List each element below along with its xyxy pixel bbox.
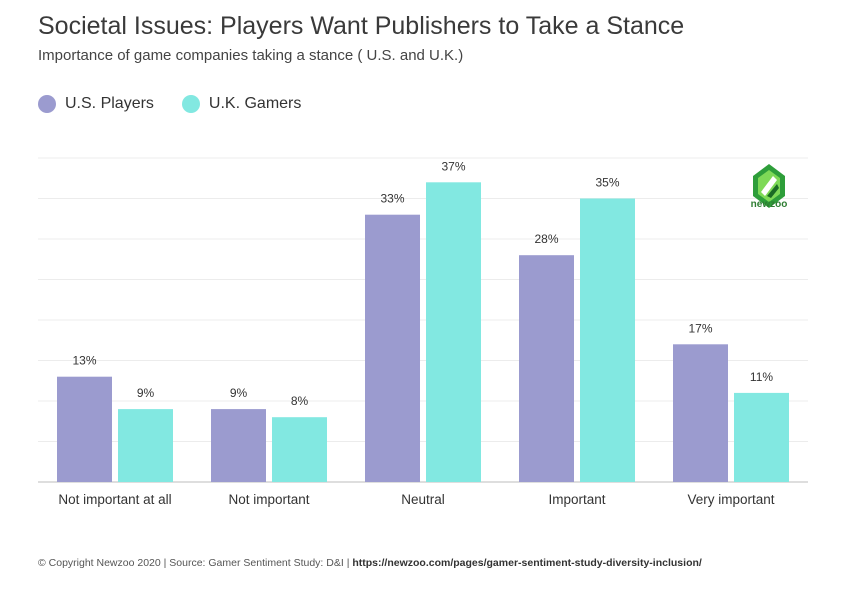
bar-uk (118, 409, 173, 482)
chart-title: Societal Issues: Players Want Publishers… (38, 12, 685, 40)
bar-us (57, 376, 112, 482)
data-label: 17% (688, 321, 712, 335)
footer-copyright: © Copyright Newzoo 2020 | Source: Gamer … (38, 557, 353, 569)
data-label: 28% (534, 232, 558, 246)
footer-source: © Copyright Newzoo 2020 | Source: Gamer … (38, 557, 702, 569)
data-label: 8% (291, 394, 309, 408)
legend-swatch-us (38, 95, 56, 113)
footer-link[interactable]: https://newzoo.com/pages/gamer-sentiment… (352, 557, 702, 569)
data-label: 37% (441, 159, 465, 173)
newzoo-logo-icon (753, 164, 785, 208)
bar-uk (426, 182, 481, 483)
bar-us (365, 214, 420, 482)
data-label: 13% (72, 354, 96, 368)
legend-item-uk: U.K. Gamers (181, 95, 302, 113)
x-tick-label: Not important (228, 492, 309, 507)
legend: U.S. Players U.K. Gamers (38, 95, 301, 113)
legend-label-uk: U.K. Gamers (208, 95, 302, 112)
legend-label-us: U.S. Players (65, 95, 154, 112)
chart-subtitle: Importance of game companies taking a st… (38, 47, 464, 64)
data-label: 33% (380, 192, 404, 206)
bar-us (211, 409, 266, 482)
data-label: 9% (230, 386, 248, 400)
data-label: 11% (750, 370, 773, 384)
bar-uk (580, 198, 635, 482)
bar-us (519, 255, 574, 482)
data-label: 9% (137, 386, 155, 400)
legend-item-us: U.S. Players (38, 95, 154, 113)
x-tick-label: Important (548, 492, 605, 507)
x-tick-label: Not important at all (58, 492, 171, 507)
x-tick-label: Neutral (401, 492, 445, 507)
bar-uk (734, 392, 789, 482)
bar-uk (272, 417, 327, 482)
x-tick-label: Very important (687, 492, 774, 507)
newzoo-logo-text: newzoo (750, 199, 788, 210)
legend-swatch-uk (181, 95, 200, 113)
data-label: 35% (595, 176, 619, 190)
bar-us (673, 344, 728, 482)
